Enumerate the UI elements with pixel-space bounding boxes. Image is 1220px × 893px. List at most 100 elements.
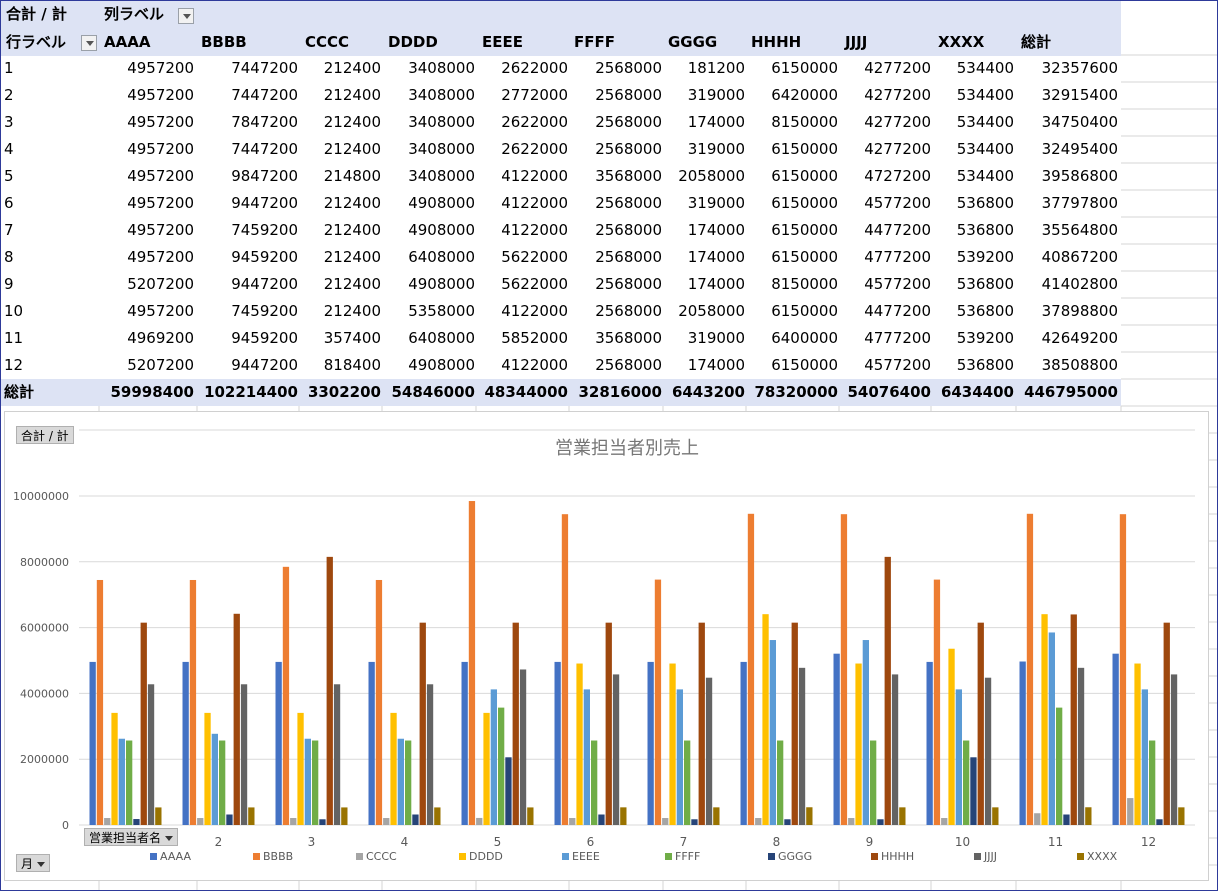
table-cell[interactable]: 9459200 [231,248,298,266]
table-cell[interactable]: 7459200 [231,302,298,320]
table-cell[interactable]: 6420000 [771,86,838,104]
table-cell[interactable]: 357400 [323,329,381,347]
pivot-chart[interactable]: 営業担当者別売上 0 2000000 4000000 6000000 8000000 100… [4,411,1209,881]
table-cell[interactable]: 6150000 [771,59,838,77]
table-cell[interactable]: 4122000 [501,221,568,239]
table-cell[interactable]: 4277200 [864,113,931,131]
table-cell[interactable]: 4957200 [127,167,194,185]
table-cell[interactable]: 2058000 [678,302,745,320]
table-cell[interactable]: 42649200 [1041,329,1118,347]
table-cell[interactable]: 6150000 [771,302,838,320]
table-cell[interactable]: 2568000 [595,194,662,212]
table-cell[interactable]: 3302200 [307,383,381,401]
table-cell[interactable]: 174000 [687,248,745,266]
table-cell[interactable]: 2568000 [595,86,662,104]
table-cell[interactable]: 7447200 [231,86,298,104]
table-cell[interactable]: 4577200 [864,194,931,212]
legend-field-button[interactable]: 営業担当者名 [84,828,179,846]
table-cell[interactable]: 34750400 [1041,113,1118,131]
table-cell[interactable]: 4777200 [864,329,931,347]
table-cell[interactable]: 4777200 [864,248,931,266]
table-cell[interactable]: 174000 [687,113,745,131]
table-cell[interactable]: 4957200 [127,86,194,104]
table-cell[interactable]: 4477200 [864,221,931,239]
table-cell[interactable]: 212400 [323,221,381,239]
table-cell[interactable]: 212400 [323,59,381,77]
table-cell[interactable]: 2568000 [595,113,662,131]
table-cell[interactable]: 6150000 [771,248,838,266]
table-cell[interactable]: 6408000 [408,248,475,266]
table-cell[interactable]: 3408000 [408,113,475,131]
table-cell[interactable]: 6443200 [671,383,745,401]
table-cell[interactable]: 9459200 [231,329,298,347]
table-cell[interactable]: 536800 [956,302,1014,320]
table-cell[interactable]: 536800 [956,356,1014,374]
table-cell[interactable]: 174000 [687,275,745,293]
table-cell[interactable]: 8150000 [771,113,838,131]
table-cell[interactable]: 3408000 [408,59,475,77]
table-cell[interactable]: 3568000 [595,329,662,347]
table-cell[interactable]: 38508800 [1041,356,1118,374]
table-cell[interactable]: 212400 [323,275,381,293]
column-filter-dropdown-icon[interactable] [178,8,194,24]
table-cell[interactable]: 818400 [323,356,381,374]
table-cell[interactable]: 37898800 [1041,302,1118,320]
table-cell[interactable]: 212400 [323,113,381,131]
table-cell[interactable]: 5207200 [127,356,194,374]
table-cell[interactable]: 6150000 [771,356,838,374]
table-cell[interactable]: 319000 [687,140,745,158]
table-cell[interactable]: 4957200 [127,59,194,77]
table-cell[interactable]: 4122000 [501,356,568,374]
table-cell[interactable]: 536800 [956,221,1014,239]
table-cell[interactable]: 9447200 [231,356,298,374]
table-cell[interactable]: 4969200 [127,329,194,347]
table-cell[interactable]: 54076400 [847,383,932,401]
table-cell[interactable]: 6150000 [771,140,838,158]
table-cell[interactable]: 4577200 [864,356,931,374]
table-cell[interactable]: 32816000 [578,383,663,401]
table-cell[interactable]: 2772000 [501,86,568,104]
table-cell[interactable]: 534400 [956,167,1014,185]
table-cell[interactable]: 7459200 [231,221,298,239]
table-cell[interactable]: 48344000 [484,383,569,401]
table-cell[interactable]: 536800 [956,194,1014,212]
table-cell[interactable]: 212400 [323,86,381,104]
table-cell[interactable]: 4277200 [864,140,931,158]
table-cell[interactable]: 4957200 [127,194,194,212]
table-cell[interactable]: 4957200 [127,248,194,266]
table-cell[interactable]: 539200 [956,329,1014,347]
table-cell[interactable]: 78320000 [754,383,839,401]
table-cell[interactable]: 9447200 [231,275,298,293]
table-cell[interactable]: 3408000 [408,140,475,158]
table-cell[interactable]: 2568000 [595,248,662,266]
table-cell[interactable]: 539200 [956,248,1014,266]
table-cell[interactable]: 41402800 [1041,275,1118,293]
table-cell[interactable]: 32357600 [1041,59,1118,77]
table-cell[interactable]: 4957200 [127,140,194,158]
table-cell[interactable]: 3568000 [595,167,662,185]
table-cell[interactable]: 536800 [956,275,1014,293]
table-cell[interactable]: 5852000 [501,329,568,347]
table-cell[interactable]: 6400000 [771,329,838,347]
table-cell[interactable]: 3408000 [408,86,475,104]
table-cell[interactable]: 54846000 [391,383,476,401]
table-cell[interactable]: 2568000 [595,140,662,158]
table-cell[interactable]: 6434400 [940,383,1014,401]
table-cell[interactable]: 4908000 [408,221,475,239]
table-cell[interactable]: 5207200 [127,275,194,293]
table-cell[interactable]: 7847200 [231,113,298,131]
table-cell[interactable]: 40867200 [1041,248,1118,266]
axis-field-button[interactable]: 月 [16,854,51,872]
table-cell[interactable]: 212400 [323,302,381,320]
table-cell[interactable]: 4577200 [864,275,931,293]
table-cell[interactable]: 212400 [323,194,381,212]
table-cell[interactable]: 2568000 [595,221,662,239]
table-cell[interactable]: 4957200 [127,302,194,320]
table-cell[interactable]: 446795000 [1024,383,1118,401]
table-cell[interactable]: 4957200 [127,113,194,131]
table-cell[interactable]: 6150000 [771,194,838,212]
table-cell[interactable]: 102214400 [204,383,298,401]
table-cell[interactable]: 181200 [687,59,745,77]
table-cell[interactable]: 4477200 [864,302,931,320]
table-cell[interactable]: 32495400 [1041,140,1118,158]
